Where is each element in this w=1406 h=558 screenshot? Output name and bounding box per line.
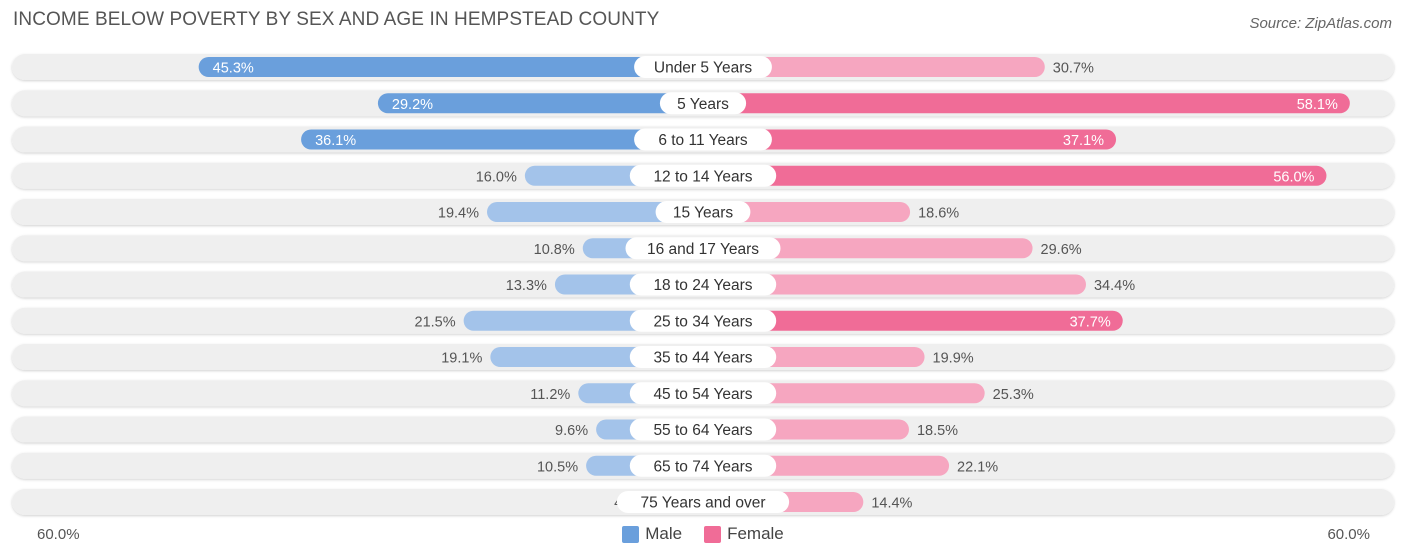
female-value-label: 37.1% [1063, 133, 1104, 149]
male-bar [377, 93, 703, 114]
female-value-label: 22.1% [957, 459, 998, 475]
category-label: 16 and 17 Years [647, 241, 759, 258]
category-label: 45 to 54 Years [653, 386, 752, 403]
category-pill [629, 309, 777, 332]
legend-item-male: Male [622, 524, 682, 544]
female-bar [703, 165, 1327, 186]
male-value-label: 19.1% [441, 351, 482, 367]
legend: Male Female [0, 524, 1406, 544]
female-value-label: 30.7% [1053, 61, 1094, 77]
male-bar [301, 129, 703, 150]
category-label: 15 Years [673, 205, 734, 222]
category-label: 75 Years and over [641, 495, 766, 512]
female-value-label: 34.4% [1094, 278, 1135, 294]
category-pill [616, 491, 790, 513]
male-value-label: 29.2% [392, 97, 433, 113]
category-pill [625, 237, 781, 260]
male-value-label: 45.3% [213, 61, 254, 77]
category-label: 5 Years [677, 96, 729, 113]
female-bar [703, 274, 1086, 295]
category-label: 55 to 64 Years [653, 422, 752, 439]
female-bar [703, 202, 911, 222]
legend-swatch-male [622, 525, 640, 543]
female-value-label: 56.0% [1273, 169, 1314, 185]
male-value-label: 36.1% [315, 133, 356, 149]
category-pill [655, 201, 751, 223]
male-value-label: 11.2% [530, 387, 570, 403]
bar-chart: 45.3% 30.7% Under 5 Years 29.2% 58.1% 5 Years… [12, 54, 1394, 515]
male-value-label: 10.5% [537, 459, 578, 475]
male-bar [487, 202, 703, 222]
legend-label-female: Female [727, 524, 784, 543]
legend-item-female: Female [704, 524, 784, 544]
female-value-label: 29.6% [1041, 242, 1082, 258]
category-pill [629, 273, 777, 296]
category-pill [659, 92, 747, 115]
male-bar [198, 57, 703, 77]
axis-right-label: 60.0% [1327, 526, 1370, 543]
female-bar [703, 310, 1123, 331]
female-value-label: 37.7% [1070, 314, 1111, 330]
chart-title: INCOME BELOW POVERTY BY SEX AND AGE IN H… [13, 9, 660, 30]
male-value-label: 21.5% [415, 314, 456, 330]
male-value-label: 9.6% [555, 423, 588, 439]
female-value-label: 14.4% [871, 496, 912, 512]
legend-swatch-female [704, 525, 722, 543]
category-pill [629, 418, 777, 441]
female-bar [703, 57, 1045, 77]
category-label: 6 to 11 Years [658, 132, 748, 149]
category-pill [629, 346, 777, 368]
female-bar [703, 238, 1033, 259]
category-label: 12 to 14 Years [653, 168, 752, 185]
female-value-label: 18.5% [917, 423, 958, 439]
female-value-label: 19.9% [933, 351, 974, 367]
category-pill [634, 128, 772, 151]
male-value-label: 13.3% [506, 278, 547, 294]
female-bar [703, 93, 1350, 114]
male-value-label: 10.8% [534, 242, 575, 258]
category-label: 35 to 44 Years [653, 350, 752, 367]
category-label: Under 5 Years [654, 60, 752, 77]
category-pill [634, 56, 772, 78]
source-label: Source: ZipAtlas.com [1249, 15, 1392, 32]
category-pill [629, 164, 777, 187]
female-value-label: 58.1% [1297, 97, 1338, 113]
category-pill [629, 454, 777, 477]
axis-left-label: 60.0% [37, 526, 80, 543]
legend-label-male: Male [645, 524, 683, 543]
category-pill [629, 382, 777, 405]
female-value-label: 25.3% [993, 387, 1034, 403]
male-value-label: 19.4% [438, 206, 479, 222]
female-value-label: 18.6% [918, 206, 959, 222]
category-label: 18 to 24 Years [653, 277, 752, 294]
female-bar [703, 129, 1117, 150]
male-value-label: 16.0% [476, 169, 517, 185]
category-label: 65 to 74 Years [653, 458, 752, 475]
category-label: 25 to 34 Years [653, 313, 752, 330]
